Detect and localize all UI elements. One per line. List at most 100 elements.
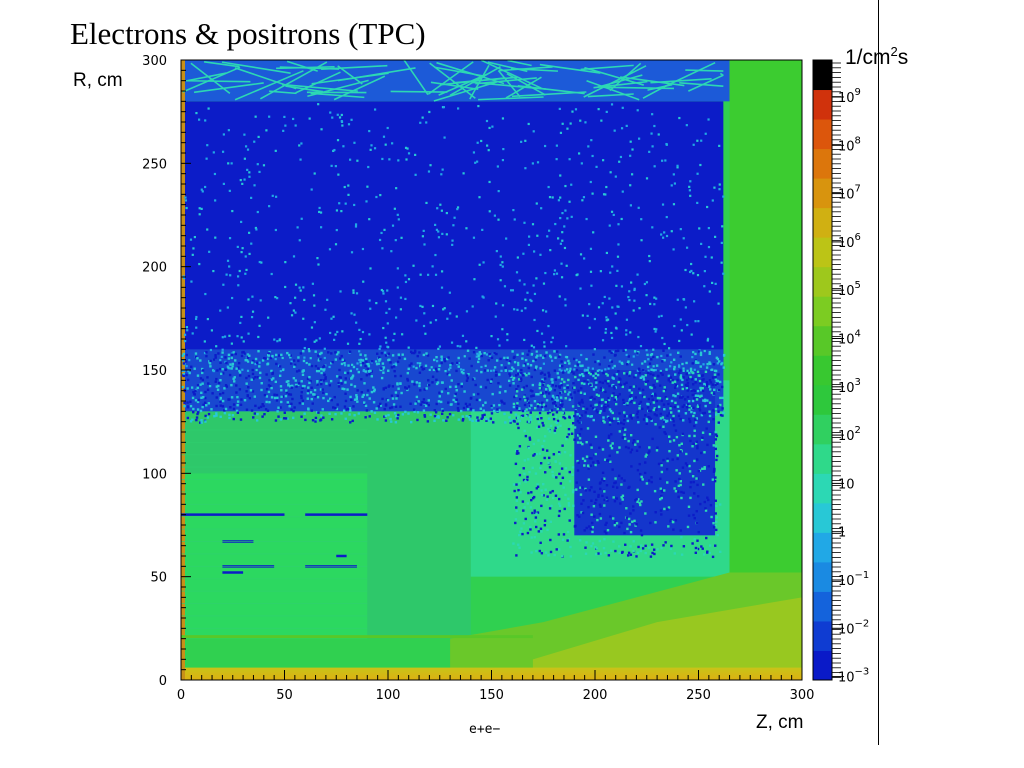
speckle-transition	[284, 417, 288, 420]
speckle-point	[426, 273, 430, 276]
speckle-pocket	[645, 482, 649, 485]
speckle-point	[311, 282, 314, 285]
speckle-transition	[344, 399, 348, 403]
speckle-transition	[400, 391, 403, 395]
speckle-transition	[495, 352, 498, 356]
speckle-point	[718, 144, 721, 147]
speckle-point	[707, 245, 711, 249]
speckle-transition	[557, 376, 560, 379]
speckle-point	[551, 196, 554, 199]
speckle-point	[338, 202, 341, 205]
speckle-point	[680, 329, 683, 332]
speckle-pocket	[702, 483, 705, 486]
speckle-pocket	[660, 470, 664, 474]
speckle-point	[629, 154, 632, 157]
speckle-point	[690, 333, 693, 336]
speckle-pocket	[515, 499, 518, 502]
speckle-point	[381, 157, 384, 161]
speckle-transition	[293, 406, 296, 409]
speckle-transition	[382, 387, 385, 390]
speckle-transition	[215, 404, 218, 408]
speckle-transition	[721, 396, 724, 400]
speckle-point	[706, 205, 709, 209]
speckle-point	[593, 317, 596, 321]
speckle-pocket	[589, 527, 593, 531]
speckle-pocket	[552, 453, 556, 456]
speckle-transition	[212, 358, 216, 361]
speckle-point	[637, 206, 640, 209]
speckle-point	[688, 189, 691, 192]
speckle-transition	[394, 391, 398, 394]
speckle-transition	[551, 384, 554, 387]
speckle-point	[381, 247, 384, 250]
speckle-transition	[248, 354, 251, 357]
speckle-transition	[349, 421, 352, 424]
speckle-point	[238, 369, 241, 373]
speckle-point	[257, 135, 260, 139]
speckle-transition	[335, 375, 339, 378]
speckle-transition	[591, 371, 594, 374]
speckle-point	[365, 200, 368, 203]
speckle-pocket	[685, 372, 688, 376]
speckle-transition	[465, 379, 469, 382]
speckle-pocket	[676, 378, 679, 382]
speckle-point	[655, 297, 658, 300]
speckle-transition	[301, 384, 305, 388]
speckle-point	[279, 369, 282, 373]
speckle-transition	[581, 373, 584, 376]
speckle-transition	[457, 409, 460, 412]
speckle-transition	[365, 357, 368, 361]
speckle-pocket	[558, 462, 562, 465]
speckle-pocket	[578, 437, 582, 440]
speckle-pocket	[612, 517, 615, 520]
colorbar-tick-base: 1	[838, 526, 846, 541]
speckle-point	[524, 167, 527, 170]
speckle-point	[686, 369, 689, 372]
speckle-transition	[251, 390, 255, 393]
speckle-transition	[329, 397, 332, 400]
speckle-point	[204, 185, 207, 189]
speckle-pocket	[691, 445, 694, 448]
speckle-transition	[714, 376, 717, 379]
colorbar-tick-exp: 5	[855, 280, 861, 291]
speckle-transition	[238, 388, 242, 391]
speckle-point	[318, 210, 321, 214]
speckle-transition	[215, 385, 219, 388]
speckle-transition	[270, 378, 273, 381]
speckle-point	[595, 360, 598, 363]
speckle-transition	[580, 398, 584, 402]
speckle-pocket	[715, 451, 718, 454]
speckle-point	[657, 133, 660, 136]
speckle-pocket	[541, 448, 545, 451]
speckle-transition	[582, 406, 585, 409]
speckle-pocket	[543, 395, 546, 398]
speckle-point	[323, 347, 326, 350]
speckle-pocket	[595, 393, 599, 396]
speckle-pocket	[574, 524, 577, 528]
speckle-point	[187, 369, 190, 373]
speckle-transition	[319, 358, 322, 361]
speckle-pocket	[676, 457, 679, 461]
speckle-pocket	[603, 538, 606, 541]
speckle-point	[274, 296, 277, 299]
speckle-point	[692, 272, 695, 275]
speckle-transition	[316, 396, 320, 399]
speckle-point	[485, 119, 489, 123]
speckle-pocket	[598, 411, 602, 414]
speckle-transition	[638, 402, 641, 406]
speckle-transition	[370, 390, 374, 394]
speckle-pocket	[537, 421, 541, 424]
speckle-transition	[539, 372, 543, 375]
speckle-transition	[290, 408, 293, 411]
speckle-point	[300, 217, 303, 220]
speckle-transition	[232, 351, 235, 354]
speckle-transition	[350, 383, 353, 386]
speckle-point	[231, 296, 234, 300]
speckle-pocket	[629, 545, 632, 548]
speckle-point	[679, 318, 682, 321]
speckle-transition	[219, 415, 222, 419]
speckle-point	[227, 162, 230, 165]
speckle-transition	[622, 349, 625, 352]
speckle-transition	[467, 415, 471, 419]
speckle-transition	[722, 411, 725, 415]
